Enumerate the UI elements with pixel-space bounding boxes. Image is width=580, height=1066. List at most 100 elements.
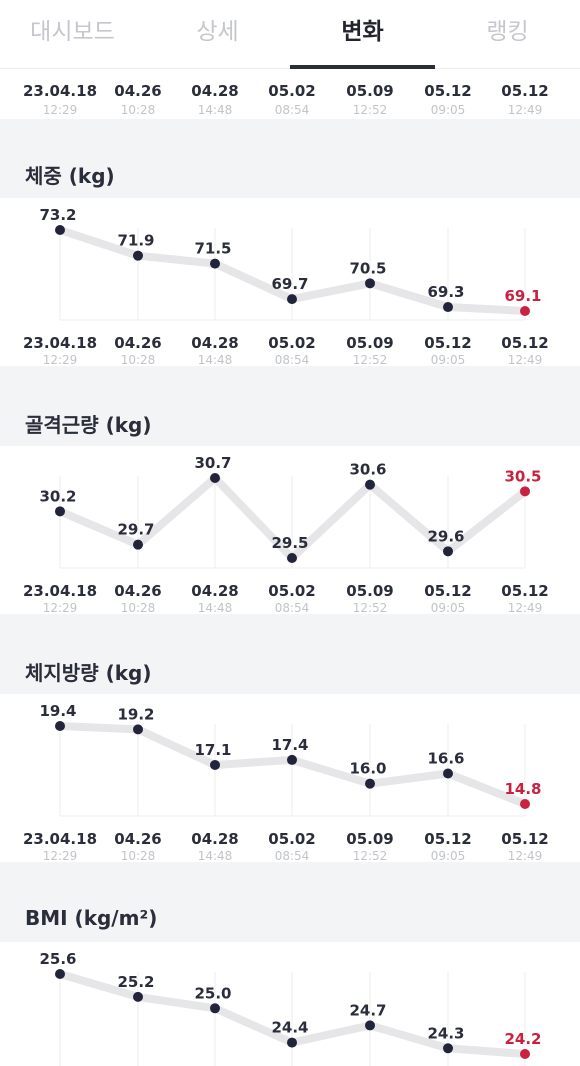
- x-time-label: 08:54: [275, 849, 310, 863]
- x-time-label: 09:05: [431, 849, 466, 863]
- data-point[interactable]: [133, 539, 143, 550]
- data-label: 25.6: [39, 950, 76, 968]
- data-point[interactable]: [365, 1020, 375, 1031]
- x-time-label: 09:05: [431, 601, 466, 615]
- body-fat-title: 체지방량 (kg): [25, 661, 152, 685]
- data-point[interactable]: [520, 799, 530, 809]
- x-time-label: 10:28: [121, 353, 156, 367]
- bmi-card: 25.6 25.2 25.0 24.4 24.7 24.3 24.2: [0, 942, 580, 1066]
- data-point[interactable]: [55, 225, 65, 235]
- bmi-chart: 25.6 25.2 25.0 24.4 24.7 24.3 24.2: [39, 950, 542, 1066]
- x-date-label: 23.04.18: [23, 582, 97, 600]
- skeletal-muscle-card: 30.2 29.7 30.7 29.5 30.6 29.6 30.5 23.04.18 12:2…: [0, 446, 580, 615]
- x-date-label: 05.12: [424, 82, 471, 100]
- data-point[interactable]: [520, 1049, 530, 1059]
- data-point[interactable]: [443, 546, 453, 557]
- data-point[interactable]: [520, 306, 530, 316]
- data-point[interactable]: [443, 768, 453, 779]
- data-point[interactable]: [210, 473, 220, 483]
- x-date-label: 05.02: [268, 582, 315, 600]
- data-label: 30.6: [349, 461, 386, 479]
- data-label: 14.8: [504, 780, 541, 798]
- x-time-label: 12:29: [43, 849, 78, 863]
- data-label: 25.0: [194, 984, 231, 1002]
- x-date-label: 05.12: [424, 830, 471, 848]
- weight-title: 체중 (kg): [25, 164, 115, 188]
- data-label: 30.5: [504, 467, 541, 485]
- data-point[interactable]: [287, 754, 297, 765]
- x-time-label: 14:48: [198, 849, 233, 863]
- tab-change[interactable]: 변화: [290, 0, 435, 69]
- x-date-label: 04.26: [114, 830, 161, 848]
- data-label: 24.7: [349, 1001, 386, 1019]
- x-date-label: 04.28: [191, 82, 238, 100]
- data-point[interactable]: [365, 778, 375, 789]
- x-time-label: 12:29: [43, 601, 78, 615]
- x-time-label: 08:54: [275, 353, 310, 367]
- x-date-label: 04.26: [114, 82, 161, 100]
- data-point[interactable]: [443, 302, 453, 313]
- data-point[interactable]: [210, 1003, 220, 1014]
- x-date-label: 04.28: [191, 334, 238, 352]
- data-point[interactable]: [55, 969, 65, 979]
- data-point[interactable]: [55, 506, 65, 517]
- data-point[interactable]: [287, 553, 297, 563]
- x-time-label: 12:52: [353, 849, 388, 863]
- data-point[interactable]: [210, 258, 220, 269]
- data-point[interactable]: [287, 294, 297, 305]
- tab-detail[interactable]: 상세: [196, 19, 239, 45]
- data-point[interactable]: [210, 760, 220, 770]
- data-label: 29.6: [427, 527, 464, 545]
- tab-ranking[interactable]: 랭킹: [486, 19, 529, 45]
- data-label: 24.4: [271, 1019, 308, 1037]
- data-label: 19.4: [39, 702, 76, 720]
- x-date-label: 05.12: [424, 334, 471, 352]
- x-time-label: 10:28: [121, 601, 156, 615]
- x-date-label: 05.12: [501, 334, 548, 352]
- x-time-label: 12:52: [353, 103, 388, 117]
- data-point[interactable]: [55, 721, 65, 731]
- x-date-label: 05.12: [501, 830, 548, 848]
- data-point[interactable]: [133, 724, 143, 735]
- x-time-label: 12:49: [508, 103, 543, 117]
- data-label: 30.7: [194, 454, 231, 472]
- x-time-label: 12:49: [508, 849, 543, 863]
- data-label: 24.2: [504, 1030, 541, 1048]
- top-date-axis: 23.04.18 12:29 04.26 10:28 04.28 14:48 05.02 08…: [0, 69, 580, 119]
- data-point[interactable]: [287, 1037, 297, 1048]
- data-point[interactable]: [365, 479, 375, 490]
- x-date-label: 05.02: [268, 82, 315, 100]
- data-point[interactable]: [443, 1043, 453, 1054]
- data-label: 17.1: [194, 741, 231, 759]
- body-fat-chart: 19.4 19.2 17.1 17.4 16.0 16.6 14.8 23.04.1812:2…: [23, 702, 549, 863]
- x-date-label: 05.12: [501, 82, 548, 100]
- x-date-label: 05.12: [501, 582, 548, 600]
- data-label: 25.2: [117, 973, 154, 991]
- data-label: 69.7: [271, 275, 308, 293]
- data-label: 69.3: [427, 283, 464, 301]
- data-point[interactable]: [520, 486, 530, 497]
- x-time-label: 12:52: [353, 601, 388, 615]
- tab-bar: 대시보드 상세 변화 랭킹: [0, 0, 580, 69]
- top-date-axis-svg: 23.04.18 12:29 04.26 10:28 04.28 14:48 05.02 08…: [23, 82, 549, 117]
- weight-chart: 73.2 71.9 71.5 69.7 70.5 69.3 69.1 23.04.1812:2…: [23, 206, 549, 367]
- weight-card: 73.2 71.9 71.5 69.7 70.5 69.3 69.1 23.04.18 12:2…: [0, 198, 580, 367]
- data-point[interactable]: [365, 278, 375, 289]
- x-date-label: 23.04.18: [23, 830, 97, 848]
- data-label: 29.5: [271, 534, 308, 552]
- x-date-label: 05.12: [424, 582, 471, 600]
- data-label: 71.9: [117, 232, 154, 250]
- x-date-label: 05.09: [346, 830, 393, 848]
- data-point[interactable]: [133, 250, 143, 261]
- data-label: 24.3: [427, 1024, 464, 1042]
- tab-dashboard[interactable]: 대시보드: [30, 19, 115, 45]
- data-label: 29.7: [117, 521, 154, 539]
- x-time-label: 08:54: [275, 103, 310, 117]
- data-point[interactable]: [133, 991, 143, 1002]
- x-date-label: 05.09: [346, 582, 393, 600]
- body-fat-card: 19.4 19.2 17.1 17.4 16.0 16.6 14.8 23.04.18 12:2…: [0, 694, 580, 863]
- bmi-title: BMI (kg/m²): [25, 906, 158, 930]
- data-label: 69.1: [504, 287, 541, 305]
- x-time-label: 14:48: [198, 601, 233, 615]
- x-time-label: 14:48: [198, 353, 233, 367]
